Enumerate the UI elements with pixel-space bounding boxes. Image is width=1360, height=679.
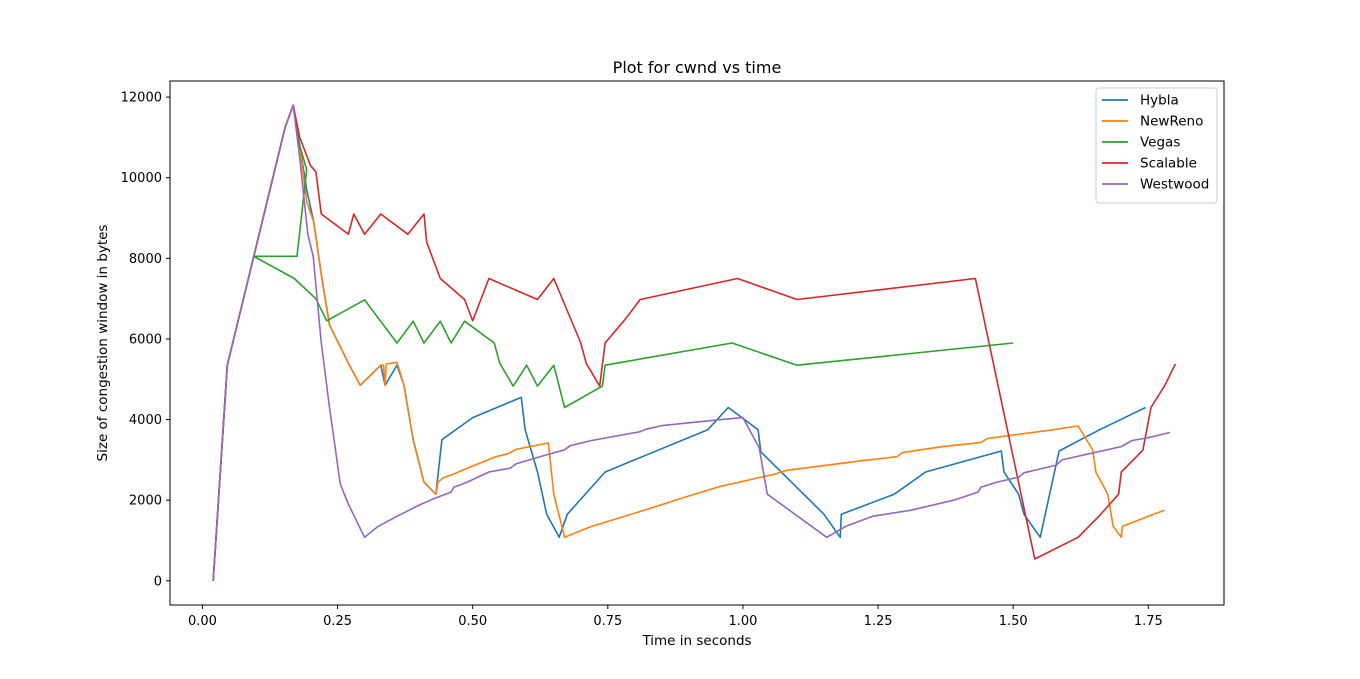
chart-title: Plot for cwnd vs time	[613, 58, 782, 77]
legend-label: Scalable	[1140, 156, 1197, 172]
axes-background	[170, 81, 1224, 605]
series-line-westwood	[212, 104, 1171, 581]
legend-label: Vegas	[1140, 135, 1180, 151]
y-tick-label: 2000	[129, 494, 162, 509]
y-tick-label: 4000	[129, 413, 162, 428]
legend-label: NewReno	[1140, 114, 1203, 130]
y-tick-label: 12000	[121, 91, 162, 106]
y-tick-label: 8000	[129, 252, 162, 267]
series-line-newreno	[212, 104, 1165, 581]
y-axis-title: Size of congestion window in bytes	[95, 225, 111, 462]
y-tick-label: 0	[154, 574, 162, 589]
legend-label: Hybla	[1140, 93, 1179, 109]
x-tick-label: 1.75	[1134, 614, 1163, 629]
x-tick-label: 0.00	[188, 614, 217, 629]
plot-area	[169, 80, 1225, 606]
x-tick-label: 1.25	[864, 614, 893, 629]
series-line-vegas	[212, 104, 1014, 581]
legend: Hybla NewReno Vegas Scalable Westwood	[1095, 87, 1218, 204]
legend-box	[1095, 87, 1218, 204]
legend-label: Westwood	[1140, 177, 1209, 193]
series-line-scalable	[212, 104, 1177, 581]
x-tick-label: 1.00	[728, 614, 757, 629]
y-tick-label: 6000	[129, 332, 162, 347]
x-tick-label: 0.25	[323, 614, 352, 629]
x-tick-label: 0.50	[458, 614, 487, 629]
axes-frame	[169, 80, 1225, 606]
x-tick-label: 1.50	[999, 614, 1028, 629]
x-tick-label: 0.75	[593, 614, 622, 629]
x-axis-title: Time in seconds	[641, 633, 751, 649]
x-axis-ticks: 0.00 0.25 0.50 0.75 1.00 1.25 1.50 1.75	[188, 605, 1163, 629]
y-axis-ticks: 0 2000 4000 6000 8000 10000 12000	[121, 91, 170, 589]
y-tick-label: 10000	[121, 171, 162, 186]
